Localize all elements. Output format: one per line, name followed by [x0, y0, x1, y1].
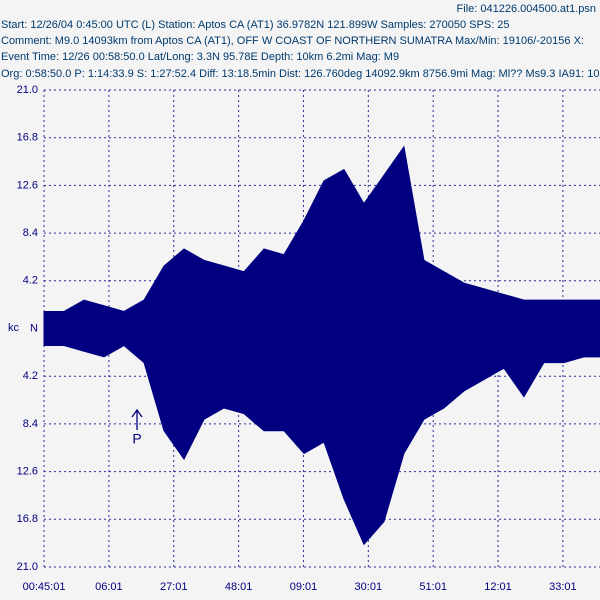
y-tick-label: 8.4 [23, 418, 38, 430]
x-tick-label: 30:01 [355, 581, 383, 593]
y-tick-label: 16.8 [17, 513, 38, 525]
x-tick-label: 09:01 [290, 581, 318, 593]
y-tick-label: 8.4 [23, 227, 38, 239]
header-line: Event Time: 12/26 00:58:50.0 Lat/Long: 3… [1, 51, 399, 63]
y-axis-label: kc [8, 322, 20, 334]
phase-arrow [131, 408, 143, 430]
x-tick-label: 12:01 [484, 581, 512, 593]
y-tick-label: N [30, 322, 38, 334]
y-tick-label: 21.0 [17, 561, 38, 573]
x-tick-label: 33:01 [549, 581, 577, 593]
y-tick-label: 12.6 [17, 179, 38, 191]
x-tick-label: 00:45:01 [23, 581, 66, 593]
header-line: Comment: M9.0 14093km from Aptos CA (AT1… [1, 35, 584, 47]
x-tick-label: 27:01 [160, 581, 188, 593]
y-tick-label: 16.8 [17, 132, 38, 144]
waveform [43, 145, 600, 329]
x-tick-label: 48:01 [225, 581, 253, 593]
phase-arrow [172, 408, 184, 430]
file-name: File: 041226.004500.at1.psn [457, 3, 596, 15]
y-tick-label: 21.0 [17, 84, 38, 96]
y-tick-label: 4.2 [23, 370, 38, 382]
waveform [43, 328, 600, 546]
x-tick-label: 06:01 [95, 581, 123, 593]
header-line: Start: 12/26/04 0:45:00 UTC (L) Station:… [1, 19, 510, 31]
header-line: Org: 0:58:50.0 P: 1:14:33.9 S: 1:27:52.4… [1, 68, 599, 80]
y-tick-label: 12.6 [17, 466, 38, 478]
x-tick-label: 51:01 [419, 581, 447, 593]
phase-label: P [132, 431, 141, 447]
phase-label: S [173, 431, 182, 447]
y-tick-label: 4.2 [23, 275, 38, 287]
